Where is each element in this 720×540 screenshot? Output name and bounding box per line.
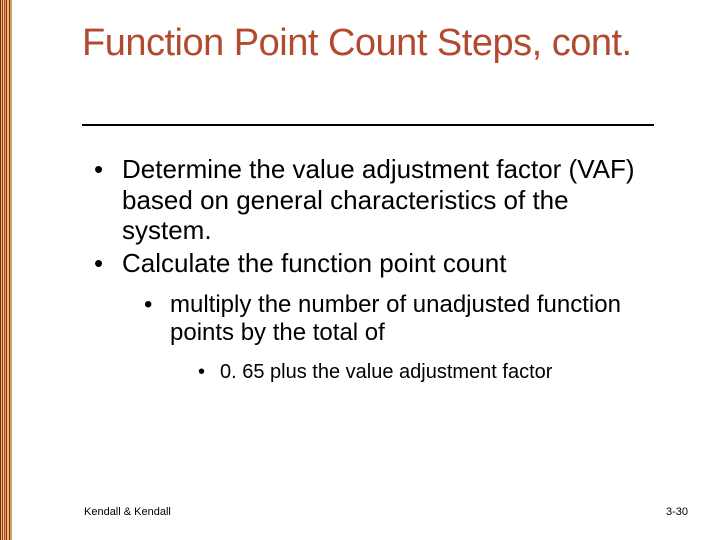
list-item: 0. 65 plus the value adjustment factor xyxy=(194,361,648,385)
bullet-text: multiply the number of unadjusted functi… xyxy=(170,291,621,346)
slide: Function Point Count Steps, cont. Determ… xyxy=(0,0,720,540)
bullet-list-level2: multiply the number of unadjusted functi… xyxy=(122,291,648,385)
bullet-list-level3: 0. 65 plus the value adjustment factor xyxy=(170,361,648,385)
slide-body: Determine the value adjustment factor (V… xyxy=(88,154,648,387)
title-underline xyxy=(82,124,654,126)
decorative-stripe xyxy=(0,0,12,540)
bullet-text: Determine the value adjustment factor (V… xyxy=(122,154,635,245)
slide-title: Function Point Count Steps, cont. xyxy=(82,22,642,66)
footer-author: Kendall & Kendall xyxy=(84,506,171,518)
list-item: multiply the number of unadjusted functi… xyxy=(140,291,648,385)
list-item: Determine the value adjustment factor (V… xyxy=(88,154,648,246)
bullet-text: Calculate the function point count xyxy=(122,248,506,278)
bullet-text: 0. 65 plus the value adjustment factor xyxy=(220,361,552,383)
bullet-list-level1: Determine the value adjustment factor (V… xyxy=(88,154,648,385)
footer-page-number: 3-30 xyxy=(666,506,688,518)
list-item: Calculate the function point count multi… xyxy=(88,248,648,385)
